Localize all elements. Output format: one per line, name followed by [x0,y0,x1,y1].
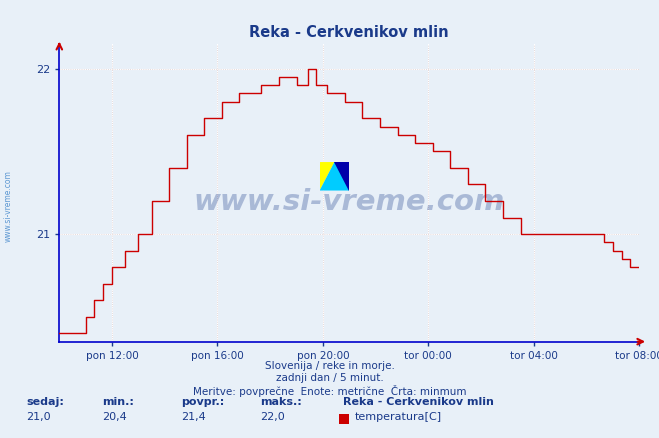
Polygon shape [320,162,349,191]
Text: zadnji dan / 5 minut.: zadnji dan / 5 minut. [275,373,384,383]
Text: www.si-vreme.com: www.si-vreme.com [194,187,505,215]
Text: 21,0: 21,0 [26,413,51,423]
Polygon shape [320,162,335,191]
Text: povpr.:: povpr.: [181,397,225,407]
Text: maks.:: maks.: [260,397,302,407]
Polygon shape [335,162,349,191]
Title: Reka - Cerkvenikov mlin: Reka - Cerkvenikov mlin [250,25,449,40]
Text: Slovenija / reke in morje.: Slovenija / reke in morje. [264,361,395,371]
Text: Meritve: povprečne  Enote: metrične  Črta: minmum: Meritve: povprečne Enote: metrične Črta:… [192,385,467,397]
Text: Reka - Cerkvenikov mlin: Reka - Cerkvenikov mlin [343,397,494,407]
Text: 20,4: 20,4 [102,413,127,423]
Text: 21,4: 21,4 [181,413,206,423]
Text: 22,0: 22,0 [260,413,285,423]
Text: sedaj:: sedaj: [26,397,64,407]
Text: min.:: min.: [102,397,134,407]
Text: temperatura[C]: temperatura[C] [355,413,442,423]
Text: www.si-vreme.com: www.si-vreme.com [3,170,13,242]
